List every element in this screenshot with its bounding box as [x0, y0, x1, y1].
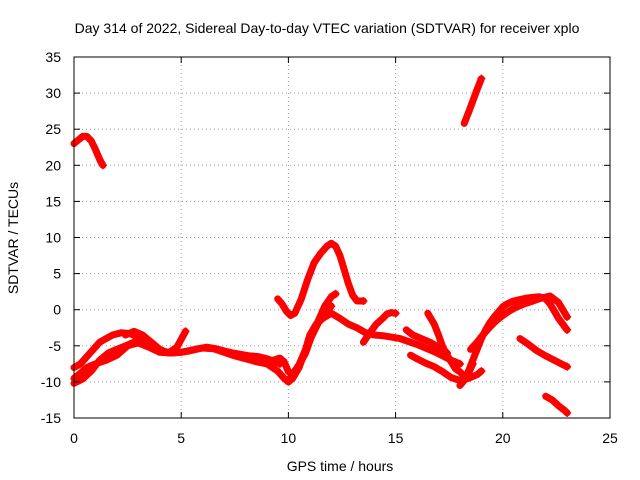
y-tick-label: 5 [53, 266, 61, 282]
data-traces [70, 74, 572, 417]
y-tick-label: 35 [45, 49, 61, 65]
series-arc-9 [284, 290, 340, 384]
x-axis: 0 5 10 15 20 25 [70, 57, 618, 446]
grid-lines [74, 57, 610, 418]
y-tick-label: 15 [45, 193, 61, 209]
y-tick-label: -15 [41, 410, 61, 426]
series-arc-17 [542, 392, 571, 417]
series-arc-3 [274, 239, 367, 319]
series-arc-7 [122, 327, 189, 357]
y-tick-label: 25 [45, 121, 61, 137]
series-end-marker [181, 327, 190, 336]
y-tick-label: 30 [45, 85, 61, 101]
series-arc-10 [359, 309, 400, 346]
x-tick-label: 0 [70, 430, 78, 446]
x-axis-label: GPS time / hours [287, 458, 394, 474]
series-end-marker [455, 359, 464, 368]
series-end-marker [563, 325, 572, 334]
series-end-marker [477, 367, 486, 376]
series-arc-16 [516, 335, 571, 371]
series-arc-6 [70, 336, 147, 387]
series-end-marker [331, 289, 340, 298]
series-end-marker [563, 408, 572, 417]
y-tick-label: -10 [41, 374, 61, 390]
x-tick-label: 15 [388, 430, 404, 446]
series-end-marker [359, 297, 368, 306]
series-end-marker [98, 161, 107, 170]
series-end-marker [563, 362, 572, 371]
series-end-marker [563, 312, 572, 321]
y-tick-label: 10 [45, 230, 61, 246]
y-tick-label: -5 [49, 338, 62, 354]
x-tick-label: 25 [602, 430, 618, 446]
series-arc-4 [70, 309, 464, 386]
x-tick-label: 5 [177, 430, 185, 446]
series-arc-14 [456, 293, 571, 389]
y-tick-label: 20 [45, 157, 61, 173]
y-axis: -15 -10 -5 0 5 10 15 20 25 30 35 [41, 49, 610, 426]
series-arc-13 [407, 351, 485, 384]
series-end-marker [391, 309, 400, 318]
x-tick-label: 10 [281, 430, 297, 446]
series-arc-1 [70, 132, 107, 169]
series-arc-15 [467, 292, 571, 353]
series-arc-2 [460, 75, 485, 127]
series-end-marker [477, 74, 486, 83]
y-tick-label: 0 [53, 302, 61, 318]
chart-title: Day 314 of 2022, Sidereal Day-to-day VTE… [75, 20, 580, 36]
x-tick-label: 20 [495, 430, 511, 446]
y-axis-label: SDTVAR / TECUs [5, 182, 21, 294]
